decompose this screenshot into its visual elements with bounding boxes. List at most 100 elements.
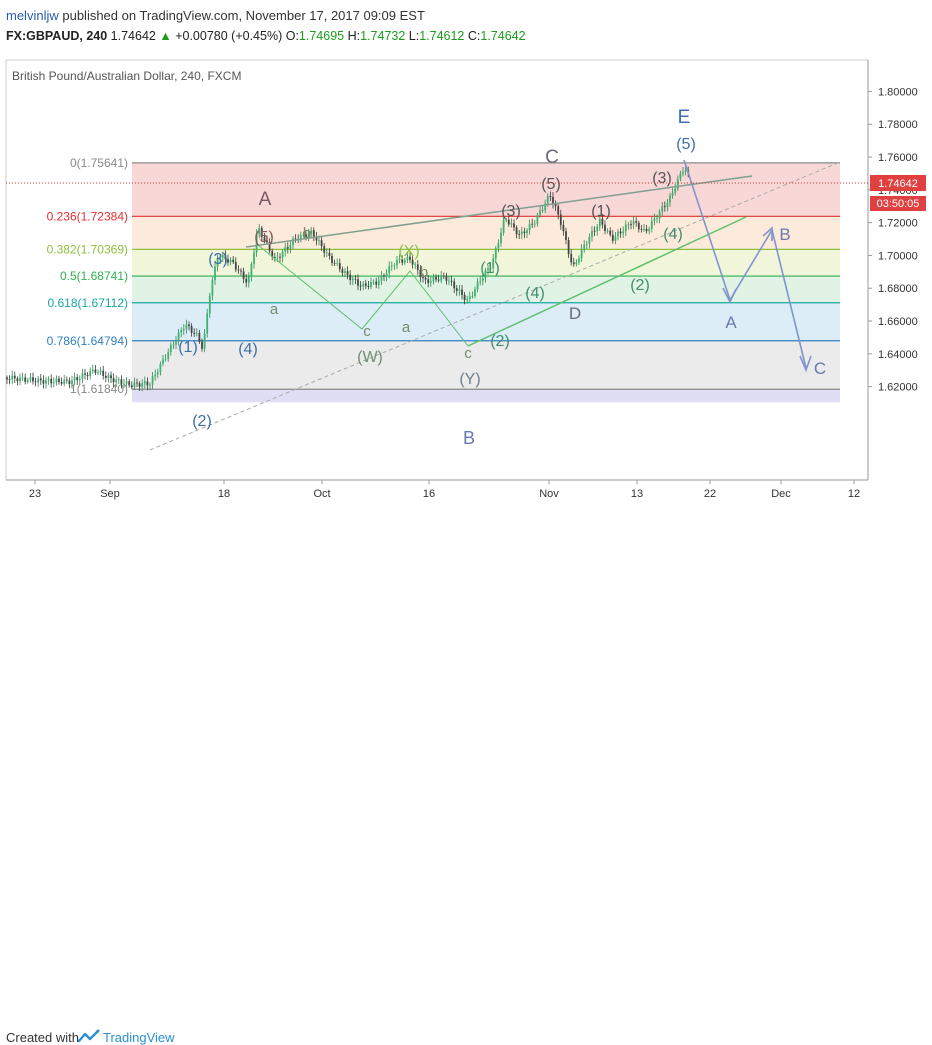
- candle-body-107: [284, 247, 287, 252]
- tradingview-brand[interactable]: TradingView: [103, 1030, 175, 1045]
- wave-label-16: (2): [490, 333, 510, 350]
- candle-body-141: [372, 281, 375, 283]
- candle-body-15: [45, 380, 47, 384]
- candle-body-142: [375, 281, 378, 285]
- candle-body-113: [299, 235, 302, 241]
- candle-body-101: [268, 242, 271, 251]
- candle-body-116: [307, 233, 310, 238]
- candle-body-226: [593, 230, 596, 232]
- candle-body-169: [445, 275, 448, 281]
- candle-body-102: [271, 250, 274, 258]
- candle-body-228: [598, 218, 601, 227]
- candle-body-49: [133, 382, 136, 388]
- candle-body-54: [146, 381, 149, 386]
- wave-label-19: (5): [541, 176, 561, 193]
- dashed-trendline[interactable]: [149, 161, 841, 451]
- candle-body-215: [565, 231, 567, 241]
- candle-body-190: [500, 232, 502, 244]
- wave-label-27: E: [678, 107, 691, 128]
- tradingview-logo-icon: [78, 1029, 100, 1043]
- candle-body-122: [323, 246, 326, 253]
- candle-body-105: [279, 256, 281, 258]
- upper-trendline[interactable]: [245, 175, 753, 248]
- y-tick-label-1: 1.78000: [878, 119, 918, 131]
- x-tick-label-1: Sep: [100, 488, 120, 500]
- candle-body-4: [16, 378, 19, 382]
- candle-body-64: [172, 344, 175, 346]
- wave-label-4: (5): [254, 229, 274, 246]
- candle-body-151: [398, 259, 401, 261]
- fib-band-5: [132, 340, 840, 390]
- candle-body-234: [614, 236, 617, 241]
- wave-label-30: C: [814, 359, 826, 378]
- wave-label-12: a: [402, 319, 411, 336]
- candle-body-225: [591, 230, 593, 237]
- candle-body-125: [331, 255, 333, 263]
- candle-body-114: [302, 234, 305, 236]
- candle-body-8: [26, 380, 29, 382]
- candle-body-6: [21, 377, 24, 379]
- candle-body-243: [637, 222, 640, 230]
- price-chart[interactable]: 0(1.75641) 0.236(1.72384) 0.382(1.70369) 0.…: [0, 0, 932, 500]
- candle-body-52: [141, 383, 144, 387]
- arrowhead-b: [762, 226, 773, 241]
- candle-body-63: [169, 345, 172, 353]
- candle-body-236: [619, 231, 622, 234]
- candle-body-36: [99, 370, 102, 373]
- candle-body-55: [149, 384, 151, 386]
- candle-body-38: [104, 375, 107, 378]
- x-tick-label-0: 23: [29, 488, 41, 500]
- candle-body-126: [333, 262, 336, 264]
- candle-body-68: [182, 328, 185, 331]
- candle-body-108: [286, 247, 289, 249]
- candle-body-138: [364, 283, 367, 286]
- candle-body-61: [164, 358, 167, 360]
- open-label: O:: [285, 29, 299, 43]
- candle-body-19: [55, 378, 58, 383]
- y-tick-label-4: 1.72000: [878, 218, 918, 230]
- candle-body-94: [250, 263, 253, 277]
- wave-label-25: (4): [663, 226, 683, 243]
- candle-body-153: [403, 260, 406, 263]
- candle-body-208: [546, 196, 549, 204]
- chart-header: melvinljw published on TradingView.com, …: [0, 0, 932, 60]
- candle-body-163: [429, 281, 432, 283]
- candle-body-164: [432, 276, 435, 282]
- candle-body-224: [588, 236, 591, 244]
- wave-label-17: (3): [501, 203, 521, 220]
- candle-body-204: [536, 215, 539, 224]
- candle-body-232: [609, 230, 612, 235]
- candle-body-136: [359, 285, 362, 287]
- candle-body-257: [674, 188, 677, 193]
- candle-body-187: [492, 258, 495, 269]
- candle-body-199: [523, 231, 526, 234]
- candle-body-37: [102, 370, 105, 376]
- candle-body-9: [29, 377, 32, 381]
- candle-body-261: [684, 170, 687, 172]
- y-tick-label-9: 1.62000: [878, 382, 918, 394]
- candle-body-175: [461, 289, 463, 295]
- candle-body-65: [175, 340, 177, 345]
- candle-body-150: [396, 260, 398, 266]
- last-price-tag-text: 1.74642: [878, 178, 918, 190]
- candle-body-220: [578, 258, 580, 263]
- publisher-link[interactable]: melvinljw: [6, 8, 59, 23]
- lower-trendline[interactable]: [467, 216, 747, 347]
- candle-body-88: [234, 262, 237, 270]
- candle-body-253: [663, 206, 666, 208]
- projected-abc-path[interactable]: [683, 159, 807, 369]
- candle-body-137: [362, 283, 365, 287]
- candle-body-76: [203, 333, 206, 349]
- candle-body-178: [468, 296, 471, 300]
- candle-body-39: [107, 375, 110, 378]
- candle-body-202: [531, 223, 534, 225]
- candle-body-14: [42, 380, 45, 384]
- wave-label-20: C: [545, 147, 559, 168]
- candle-body-109: [289, 245, 292, 249]
- candle-body-71: [190, 326, 193, 333]
- candle-body-213: [559, 214, 562, 225]
- wave-label-2: (3): [208, 251, 228, 268]
- wxy-correction-lines[interactable]: [257, 244, 469, 347]
- candle-body-197: [518, 234, 521, 236]
- candle-body-252: [661, 206, 664, 212]
